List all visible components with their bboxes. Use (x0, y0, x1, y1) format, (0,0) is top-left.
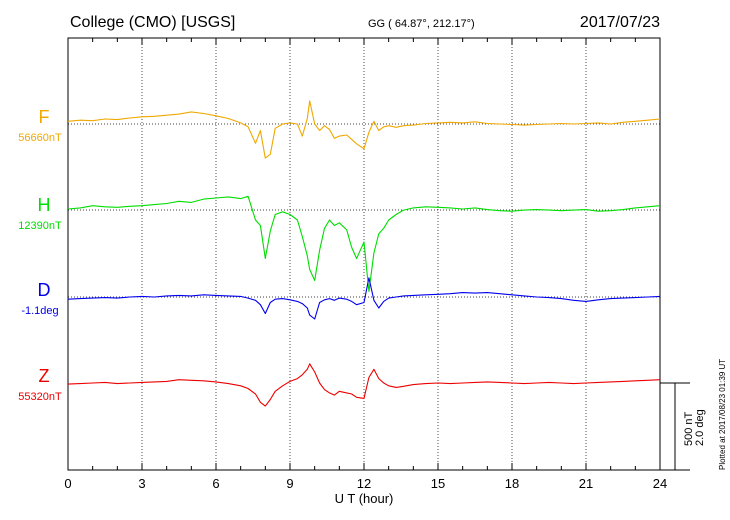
series-name-z: Z (39, 366, 50, 386)
gridlines (68, 38, 660, 470)
x-tick-label: 21 (579, 476, 593, 491)
x-tick-label: 9 (286, 476, 293, 491)
scale-label-deg: 2.0 deg (694, 409, 706, 446)
series-line-h (67, 195, 661, 293)
series-line-d (67, 277, 661, 320)
x-tick-label: 12 (357, 476, 371, 491)
chart-title: College (CMO) [USGS] (70, 14, 235, 31)
scale-label-nt: 500 nT (683, 411, 695, 446)
x-tick-label: 15 (431, 476, 445, 491)
x-tick-label: 3 (138, 476, 145, 491)
series-name-h: H (38, 195, 51, 215)
coords-label: GG ( 64.87°, 212.17°) (368, 18, 475, 30)
series-name-d: D (38, 280, 51, 300)
series-line-f (67, 100, 661, 159)
traces (67, 100, 661, 407)
series-line-z (67, 363, 661, 407)
series-baseline-f: 56660nT (18, 132, 62, 144)
series-baseline-h: 12390nT (18, 220, 62, 232)
x-tick-label: 24 (653, 476, 667, 491)
series-labels: F 56660nT H 12390nT D -1.1deg Z 55320nT (18, 107, 62, 403)
plotted-note: Plotted at 2017/08/23 01:39 UT (718, 359, 727, 470)
x-tick-label: 6 (212, 476, 219, 491)
series-name-f: F (39, 107, 50, 127)
x-axis-label: U T (hour) (335, 491, 394, 506)
date-label: 2017/07/23 (580, 14, 660, 31)
series-baseline-z: 55320nT (18, 391, 62, 403)
x-tick-label: 18 (505, 476, 519, 491)
series-baseline-d: -1.1deg (21, 305, 58, 317)
x-axis-ticks: 0 3 6 9 12 15 18 21 24 (64, 38, 667, 491)
x-tick-label: 0 (64, 476, 71, 491)
scale-bar: 500 nT 2.0 deg (660, 382, 706, 471)
